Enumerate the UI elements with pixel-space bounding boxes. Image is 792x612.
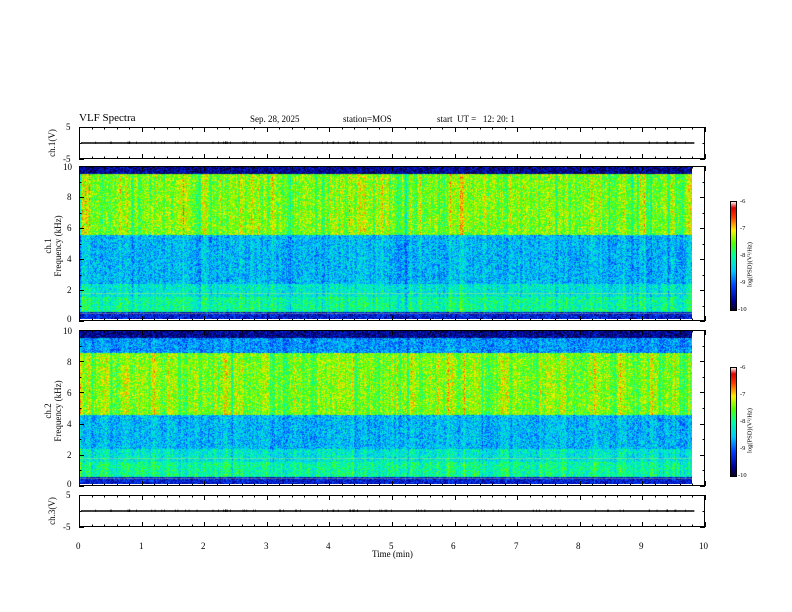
ch1-ytick-bottom: -5: [63, 154, 71, 164]
ch2-spectrogram-ylabel: ch.2 Frequency (kHz): [43, 361, 63, 461]
date-label: Sep. 28, 2025: [250, 114, 300, 124]
ch2-cb-tick-6: -6: [740, 364, 746, 371]
ch3-ytick-top: 5: [66, 490, 71, 500]
ch1-ytick-4: 4: [67, 254, 72, 264]
x-axis-label: Time (min): [372, 549, 413, 559]
ch2-spectrogram-axes: [79, 330, 706, 487]
ch1-colorbar: [731, 202, 736, 310]
ch3-voltage-plot: [79, 495, 706, 528]
ch1-ytick-0: 0: [67, 314, 72, 324]
ch1-ytick-top: 5: [66, 122, 71, 132]
xtick-0: 0: [76, 541, 81, 551]
ch1-spectrogram: [80, 167, 692, 319]
xtick-9: 9: [639, 541, 644, 551]
xtick-1: 1: [139, 541, 144, 551]
ch1-spectrogram-axes: [79, 166, 706, 322]
ch1-ytick-10: 10: [63, 162, 72, 172]
ch2-ytick-8: 8: [67, 357, 72, 367]
ch1-ytick-6: 6: [67, 223, 72, 233]
ch2-spectrogram: [80, 331, 692, 484]
xtick-10: 10: [699, 541, 708, 551]
xtick-2: 2: [201, 541, 206, 551]
ch2-ylabel-line1: ch.2: [43, 403, 53, 419]
xtick-3: 3: [264, 541, 269, 551]
ch2-cb-tick-9: -9: [740, 445, 746, 452]
ch1-cb-tick-10: -10: [738, 306, 747, 313]
ch1-cb-tick-6: -6: [740, 198, 746, 205]
ch2-ytick-4: 4: [67, 419, 72, 429]
ch1-voltage-ylabel: ch.1(V): [47, 129, 57, 157]
station-label: station=MOS: [343, 114, 392, 124]
ch1-colorbar-label: log(PSD)(V²/Hz): [746, 242, 754, 287]
xtick-5: 5: [389, 541, 394, 551]
ch1-ytick-8: 8: [67, 192, 72, 202]
ch3-ytick-bottom: -5: [63, 522, 71, 532]
xtick-8: 8: [576, 541, 581, 551]
ch2-ylabel-line2: Frequency (kHz): [53, 380, 63, 442]
ch1-spectrogram-ylabel: ch.1 Frequency (kHz): [43, 196, 63, 296]
ch1-ytick-2: 2: [67, 285, 72, 295]
xtick-4: 4: [326, 541, 331, 551]
ch1-ylabel-line2: Frequency (kHz): [53, 215, 63, 277]
ch1-cb-tick-8: -8: [740, 252, 746, 259]
ch1-ylabel-line1: ch.1: [43, 238, 53, 254]
ch2-cb-tick-7: -7: [740, 391, 746, 398]
xtick-7: 7: [514, 541, 519, 551]
ch2-ytick-2: 2: [67, 450, 72, 460]
ch2-colorbar: [731, 368, 736, 476]
ch1-voltage-plot: [79, 127, 706, 160]
chart-title: VLF Spectra: [79, 112, 136, 124]
ch3-voltage-ylabel: ch.3(V): [47, 497, 57, 525]
start-time-label: start UT = 12: 20: 1: [437, 114, 515, 124]
ch1-cb-tick-7: -7: [740, 225, 746, 232]
ch2-cb-tick-10: -10: [738, 472, 747, 479]
ch2-ytick-10: 10: [63, 326, 72, 336]
ch2-colorbar-label: log(PSD)(V²/Hz): [746, 408, 754, 453]
ch2-ytick-0: 0: [67, 479, 72, 489]
ch1-cb-tick-9: -9: [740, 279, 746, 286]
ch2-cb-tick-8: -8: [740, 418, 746, 425]
ch2-ytick-6: 6: [67, 388, 72, 398]
xtick-6: 6: [451, 541, 456, 551]
